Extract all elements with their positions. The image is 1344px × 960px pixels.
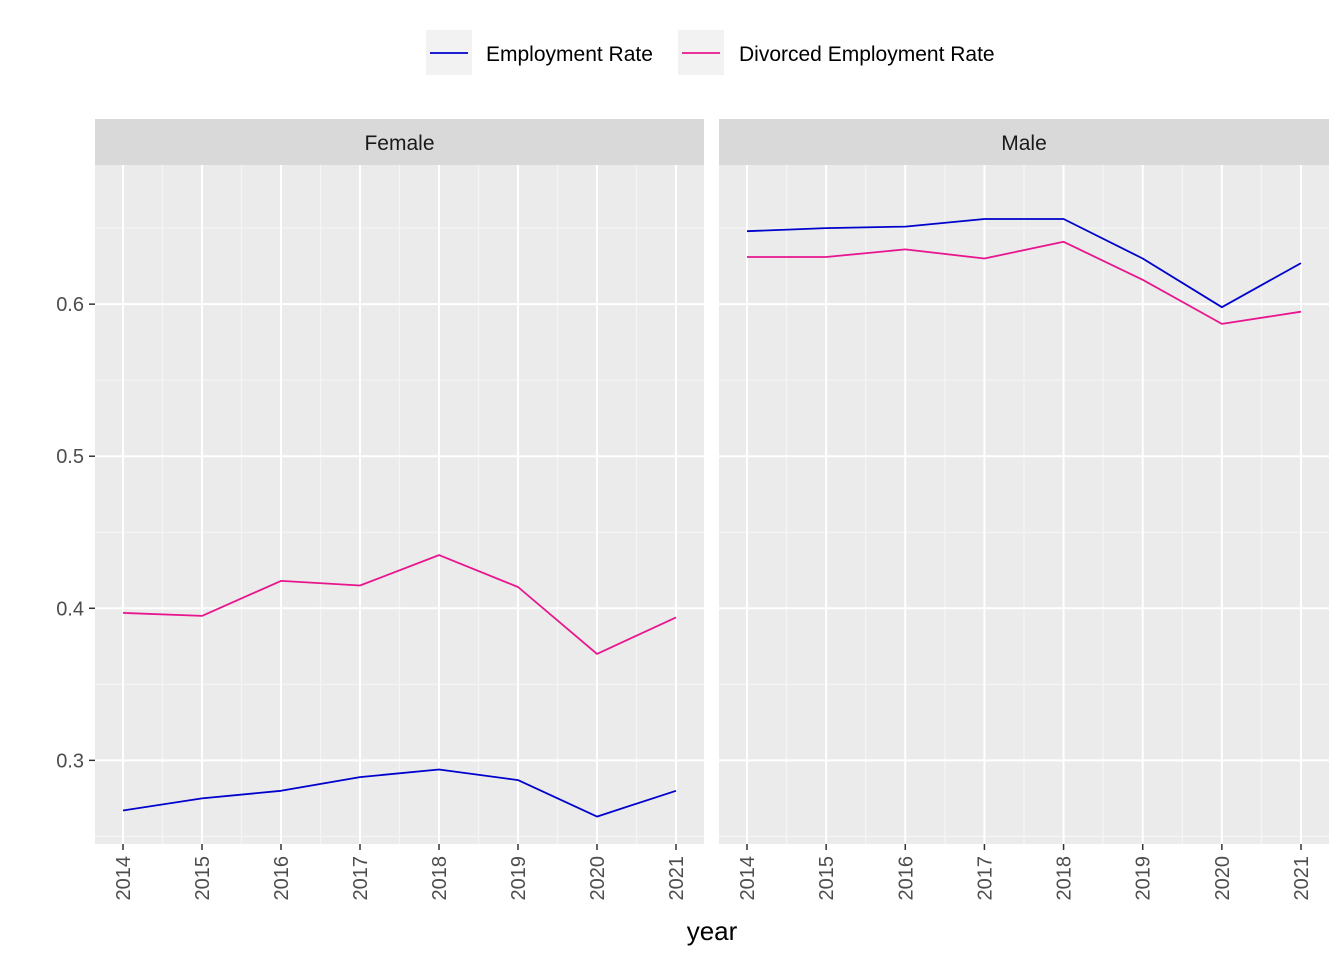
facet-strip bbox=[95, 119, 704, 165]
series-line-employment-rate bbox=[746, 218, 1302, 309]
x-tick-label: 2018 bbox=[429, 856, 451, 901]
x-tick-label: 2016 bbox=[271, 856, 293, 901]
legend-item-divorced-employment-rate: Divorced Employment Rate bbox=[678, 30, 995, 75]
x-tick-label: 2021 bbox=[666, 856, 688, 901]
y-tick-label: 0.4 bbox=[56, 598, 84, 620]
y-axis: 0.3 0.4 0.5 0.6 bbox=[56, 294, 95, 772]
series-line-divorced-employment-rate bbox=[747, 240, 1302, 325]
x-tick-label: 2017 bbox=[350, 856, 372, 901]
y-tick-label: 0.6 bbox=[56, 294, 84, 316]
series-line-divorced-employment-rate bbox=[122, 554, 677, 655]
x-tick-label: 2017 bbox=[974, 856, 996, 901]
x-tick-label: 2014 bbox=[113, 856, 135, 901]
x-tick-label: 2015 bbox=[192, 856, 214, 901]
x-tick-label: 2016 bbox=[895, 856, 917, 901]
x-tick-label: 2020 bbox=[1212, 856, 1234, 901]
x-tick-label: 2020 bbox=[587, 856, 609, 901]
panel-male: Male 2014 2015 2016 2017 2018 2019 2020 2021 bbox=[719, 119, 1329, 901]
y-tick-label: 0.3 bbox=[56, 750, 84, 772]
legend-label: Employment Rate bbox=[486, 43, 653, 66]
legend: Employment Rate Divorced Employment Rate bbox=[426, 30, 995, 75]
x-tick-label: 2014 bbox=[737, 856, 759, 901]
facet-strip-label: Female bbox=[364, 132, 434, 155]
series-line-employment-rate bbox=[122, 768, 677, 818]
x-tick-label: 2018 bbox=[1054, 856, 1076, 901]
x-tick-label: 2019 bbox=[508, 856, 530, 901]
y-tick-label: 0.5 bbox=[56, 446, 84, 468]
facet-strip bbox=[719, 119, 1329, 165]
x-tick-label: 2019 bbox=[1133, 856, 1155, 901]
x-axis-title: year bbox=[687, 916, 738, 946]
x-tick-label: 2021 bbox=[1291, 856, 1313, 901]
panel-female: Female 2014 2015 2016 2017 2018 2019 2020 2021 bbox=[95, 119, 704, 901]
x-tick-label: 2015 bbox=[816, 856, 838, 901]
legend-item-employment-rate: Employment Rate bbox=[426, 30, 653, 75]
legend-label: Divorced Employment Rate bbox=[739, 43, 995, 66]
facet-strip-label: Male bbox=[1001, 132, 1047, 155]
